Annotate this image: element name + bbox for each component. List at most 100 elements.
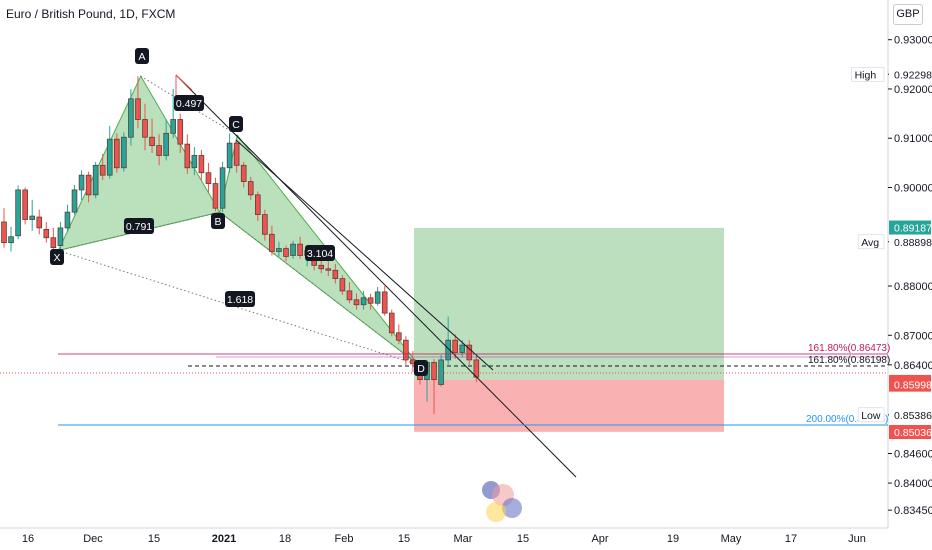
candle: [212, 177, 219, 212]
candle: [403, 336, 409, 365]
candle-body: [431, 361, 437, 381]
ratio-label-bg: [305, 245, 335, 261]
candle-body: [332, 269, 339, 280]
candle-body: [128, 98, 134, 138]
fib-label: 200.00%(0.85036): [806, 414, 888, 425]
candle: [325, 261, 332, 277]
candle: [191, 147, 198, 176]
price-tag: 0.89187: [889, 220, 932, 235]
candle: [360, 290, 367, 310]
candle: [339, 275, 346, 295]
fib-label: 161.80%(0.86198): [808, 355, 890, 366]
point-label-bg: [229, 116, 243, 132]
time-tick-label: 17: [785, 533, 797, 545]
candle-body: [57, 227, 64, 247]
candle: [36, 209, 43, 235]
candle: [71, 185, 78, 215]
candle: [22, 187, 28, 225]
candle: [57, 221, 64, 250]
candle-body: [149, 136, 155, 147]
chart-background: [0, 0, 889, 529]
time-tick-label: 15: [517, 533, 529, 545]
candle-body: [36, 216, 43, 229]
price-tick-label: 0.91000: [894, 133, 932, 145]
candle: [106, 125, 113, 179]
candle-body: [43, 228, 50, 239]
candle-body: [445, 339, 451, 361]
ratio-label-text: 3.104: [307, 248, 333, 260]
candle: [381, 286, 388, 316]
price-tag-bg: [889, 234, 931, 249]
point-label-text: X: [53, 252, 60, 264]
point-label-text: C: [232, 119, 240, 131]
point-label-text: B: [214, 216, 221, 228]
candle: [8, 226, 14, 252]
candle: [395, 324, 402, 345]
candle-body: [360, 297, 367, 306]
candle-body: [114, 138, 120, 169]
economic-events-icon: [482, 481, 522, 522]
candle: [247, 176, 254, 200]
candle: [177, 113, 184, 154]
candle: [64, 204, 71, 232]
candle-body: [64, 211, 71, 229]
candle-body: [184, 143, 191, 169]
candle-body: [353, 299, 360, 306]
point-label-bg: [50, 249, 64, 265]
candle: [142, 103, 148, 151]
price-tag-bg: [889, 407, 931, 422]
candle-body: [466, 344, 473, 361]
candle-body: [191, 155, 198, 169]
candle-body: [106, 138, 113, 176]
candle: [254, 191, 261, 221]
fib-label: 161.80%(0.86473): [808, 343, 890, 354]
price-tag: High 0.92298: [851, 66, 932, 82]
overlay-lines: 161.80%(0.86473)161.80%(0.86198) 200.00%(…: [0, 74, 890, 478]
price-tick-label: 0.88000: [894, 281, 932, 293]
price-tag-name-bg: [857, 234, 885, 250]
red-marker-diag: [175, 74, 193, 91]
candle-body: [85, 174, 92, 196]
candle-body: [318, 264, 325, 270]
price-tag-value: 0.85998: [894, 380, 932, 392]
price-tag: Low 0.85386: [857, 407, 932, 423]
candle-body: [262, 214, 268, 235]
price-tag-bg: [889, 425, 931, 440]
candle-body: [142, 119, 148, 138]
candle: [121, 132, 127, 172]
time-axis[interactable]: 16 Dec 15 2021 18 Feb 15 Mar 15 Apr 19 May 17 Jun: [22, 533, 866, 545]
price-axis[interactable]: 0.93000 0.92000 0.91000 0.90000 0.88000 0.870…: [851, 35, 932, 517]
symbol-title[interactable]: Euro / British Pound, 1D, FXCM: [6, 7, 176, 21]
price-tag: Avg 0.88898: [857, 234, 932, 250]
candle: [367, 293, 374, 310]
point-label-c: C: [229, 116, 243, 132]
candle-body: [269, 233, 275, 252]
candle: [466, 340, 473, 365]
candle: [353, 293, 360, 310]
candle-body: [247, 181, 254, 196]
ratio-label: 1.618: [225, 291, 255, 307]
currency-button[interactable]: GBP: [893, 4, 923, 25]
candle: [297, 236, 303, 259]
candle-body: [71, 189, 78, 213]
point-label-bg: [414, 360, 428, 376]
candle: [438, 354, 444, 387]
candle: [198, 150, 205, 181]
candle: [269, 225, 275, 256]
candle-body: [290, 243, 296, 256]
price-tag-value: 0.88898: [894, 237, 932, 249]
candle-body: [15, 189, 21, 237]
candle: [233, 140, 240, 173]
candle-body: [163, 132, 169, 156]
point-label-text: D: [417, 363, 425, 375]
candle-body: [198, 155, 205, 174]
point-label-text: A: [138, 51, 145, 63]
price-tag-name-bg: [851, 66, 885, 82]
price-tag-value: 0.92298: [894, 69, 932, 81]
candle-body: [8, 236, 14, 244]
time-tick-label: 15: [148, 533, 160, 545]
candle-body: [219, 167, 226, 209]
time-tick-label: 18: [279, 533, 291, 545]
candle: [170, 88, 177, 139]
